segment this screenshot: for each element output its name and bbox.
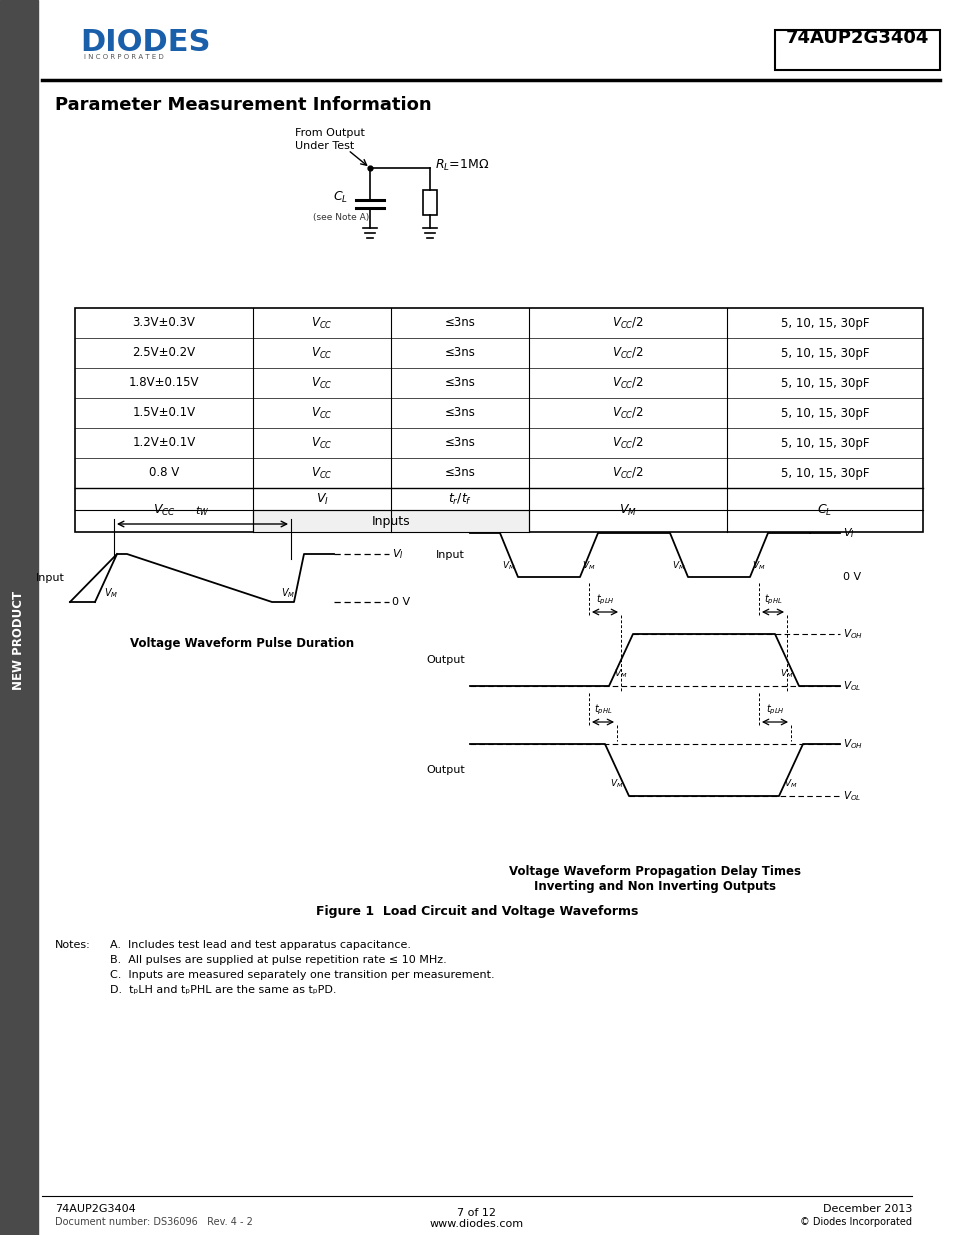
Text: © Diodes Incorporated: © Diodes Incorporated	[800, 1216, 911, 1228]
Text: ≤3ns: ≤3ns	[444, 377, 475, 389]
Text: ≤3ns: ≤3ns	[444, 406, 475, 420]
Text: 1.5V±0.1V: 1.5V±0.1V	[132, 406, 195, 420]
Text: ≤3ns: ≤3ns	[444, 347, 475, 359]
Text: $V_{CC}$: $V_{CC}$	[311, 436, 333, 451]
Text: December 2013: December 2013	[821, 1204, 911, 1214]
Text: $t_{pHL}$: $t_{pHL}$	[762, 593, 781, 606]
Text: Inputs: Inputs	[372, 515, 410, 527]
Bar	[0, 0, 38, 1235]
Text: 0 V: 0 V	[392, 597, 410, 606]
Text: 5, 10, 15, 30pF: 5, 10, 15, 30pF	[780, 377, 868, 389]
Text: 74AUP2G3404: 74AUP2G3404	[55, 1204, 135, 1214]
Text: Output: Output	[426, 764, 464, 776]
Text: $t_r/t_f$: $t_r/t_f$	[448, 492, 472, 506]
Text: $V_M$: $V_M$	[581, 559, 595, 573]
Text: 2.5V±0.2V: 2.5V±0.2V	[132, 347, 195, 359]
Text: $V_{CC}$: $V_{CC}$	[152, 503, 175, 517]
Text: $V_{OL}$: $V_{OL}$	[842, 679, 861, 693]
Text: 1.2V±0.1V: 1.2V±0.1V	[132, 436, 195, 450]
Text: 5, 10, 15, 30pF: 5, 10, 15, 30pF	[780, 347, 868, 359]
Text: $V_M$: $V_M$	[280, 585, 294, 600]
Text: $t_W$: $t_W$	[195, 504, 210, 517]
Text: Output: Output	[426, 655, 464, 664]
Text: C.  Inputs are measured separately one transition per measurement.: C. Inputs are measured separately one tr…	[110, 969, 494, 981]
Text: ≤3ns: ≤3ns	[444, 436, 475, 450]
Text: $V_{CC}/2$: $V_{CC}/2$	[612, 346, 643, 361]
Text: $C_L$: $C_L$	[817, 503, 832, 517]
Text: $t_{pLH}$: $t_{pLH}$	[764, 703, 783, 718]
Text: Parameter Measurement Information: Parameter Measurement Information	[55, 96, 431, 114]
Text: $V_{CC}$: $V_{CC}$	[311, 375, 333, 390]
Text: Under Test: Under Test	[294, 141, 354, 151]
Bar	[774, 30, 939, 70]
Bar	[253, 510, 529, 532]
Text: 1.8V±0.15V: 1.8V±0.15V	[129, 377, 199, 389]
Text: $V_M$: $V_M$	[752, 559, 765, 573]
Text: 5, 10, 15, 30pF: 5, 10, 15, 30pF	[780, 406, 868, 420]
Text: $V_M$: $V_M$	[610, 778, 623, 790]
Text: 3.3V±0.3V: 3.3V±0.3V	[132, 316, 195, 330]
Text: Document number: DS36096   Rev. 4 - 2: Document number: DS36096 Rev. 4 - 2	[55, 1216, 253, 1228]
Text: $t_{pHL}$: $t_{pHL}$	[593, 703, 612, 718]
Text: Voltage Waveform Propagation Delay Times: Voltage Waveform Propagation Delay Times	[509, 864, 801, 878]
Text: $V_M$: $V_M$	[672, 559, 685, 573]
Text: $V_{CC}$: $V_{CC}$	[311, 346, 333, 361]
Text: Voltage Waveform Pulse Duration: Voltage Waveform Pulse Duration	[130, 637, 354, 650]
Text: ≤3ns: ≤3ns	[444, 467, 475, 479]
Text: $R_L$=1M$\Omega$: $R_L$=1M$\Omega$	[435, 157, 489, 173]
Text: $C_L$: $C_L$	[333, 190, 348, 205]
Text: DIODES: DIODES	[80, 28, 211, 57]
Text: 0.8 V: 0.8 V	[149, 467, 179, 479]
Text: Input: Input	[436, 550, 464, 559]
Text: www.diodes.com: www.diodes.com	[430, 1219, 523, 1229]
Text: $V_I$: $V_I$	[392, 547, 403, 561]
Text: 5, 10, 15, 30pF: 5, 10, 15, 30pF	[780, 436, 868, 450]
Text: $V_M$: $V_M$	[614, 668, 627, 680]
Bar	[422, 190, 436, 215]
Text: $V_M$: $V_M$	[783, 778, 797, 790]
Text: $V_{CC}/2$: $V_{CC}/2$	[612, 466, 643, 480]
Text: Notes:: Notes:	[55, 940, 91, 950]
Text: B.  All pulses are supplied at pulse repetition rate ≤ 10 MHz.: B. All pulses are supplied at pulse repe…	[110, 955, 446, 965]
Text: $V_M$: $V_M$	[780, 668, 793, 680]
Text: Figure 1  Load Circuit and Voltage Waveforms: Figure 1 Load Circuit and Voltage Wavefo…	[315, 905, 638, 918]
Text: $V_{CC}$: $V_{CC}$	[311, 466, 333, 480]
Text: ≤3ns: ≤3ns	[444, 316, 475, 330]
Text: From Output: From Output	[294, 128, 364, 138]
Text: (see Note A): (see Note A)	[313, 212, 369, 222]
Text: 5, 10, 15, 30pF: 5, 10, 15, 30pF	[780, 467, 868, 479]
Text: Inverting and Non Inverting Outputs: Inverting and Non Inverting Outputs	[534, 881, 775, 893]
Text: $V_M$: $V_M$	[104, 585, 118, 600]
Text: 5, 10, 15, 30pF: 5, 10, 15, 30pF	[780, 316, 868, 330]
Text: I N C O R P O R A T E D: I N C O R P O R A T E D	[84, 54, 164, 61]
Text: NEW PRODUCT: NEW PRODUCT	[12, 590, 26, 689]
Text: $V_{OH}$: $V_{OH}$	[842, 627, 862, 641]
Text: $V_{OH}$: $V_{OH}$	[842, 737, 862, 751]
Text: $V_{CC}$: $V_{CC}$	[311, 405, 333, 421]
Text: 0 V: 0 V	[842, 572, 861, 582]
Text: $V_I$: $V_I$	[842, 526, 854, 540]
Text: $V_{CC}/2$: $V_{CC}/2$	[612, 315, 643, 331]
Text: $t_{pLH}$: $t_{pLH}$	[595, 593, 614, 606]
Text: $V_{CC}/2$: $V_{CC}/2$	[612, 405, 643, 421]
Text: 7 of 12: 7 of 12	[457, 1208, 496, 1218]
Bar	[75, 308, 923, 532]
Text: $V_{CC}/2$: $V_{CC}/2$	[612, 436, 643, 451]
Text: $V_{CC}$: $V_{CC}$	[311, 315, 333, 331]
Text: $V_M$: $V_M$	[618, 503, 637, 517]
Text: D.  tₚLH and tₚPHL are the same as tₚPD.: D. tₚLH and tₚPHL are the same as tₚPD.	[110, 986, 336, 995]
Text: $V_{CC}/2$: $V_{CC}/2$	[612, 375, 643, 390]
Text: $V_M$: $V_M$	[501, 559, 516, 573]
Text: $V_I$: $V_I$	[315, 492, 328, 506]
Text: $V_{OL}$: $V_{OL}$	[842, 789, 861, 803]
Text: 74AUP2G3404: 74AUP2G3404	[784, 28, 927, 47]
Text: Input: Input	[36, 573, 65, 583]
Text: A.  Includes test lead and test apparatus capacitance.: A. Includes test lead and test apparatus…	[110, 940, 411, 950]
